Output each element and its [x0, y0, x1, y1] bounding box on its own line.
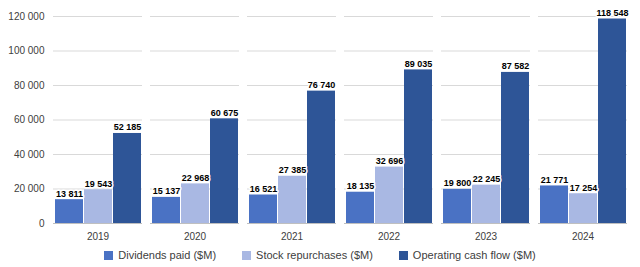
svg-text:2022: 2022 — [378, 231, 401, 242]
svg-text:60 675: 60 675 — [211, 108, 239, 118]
svg-text:87 582: 87 582 — [502, 61, 530, 71]
svg-text:18 135: 18 135 — [347, 181, 375, 191]
svg-text:13 811: 13 811 — [56, 189, 83, 199]
svg-text:17 254: 17 254 — [570, 183, 598, 193]
svg-text:19 800: 19 800 — [444, 178, 472, 188]
svg-text:40 000: 40 000 — [14, 149, 45, 160]
svg-text:21 771: 21 771 — [541, 175, 569, 185]
svg-text:2021: 2021 — [281, 231, 304, 242]
svg-text:76 740: 76 740 — [308, 80, 336, 90]
svg-text:60 000: 60 000 — [14, 114, 45, 125]
svg-text:0: 0 — [39, 218, 45, 229]
svg-text:118 548: 118 548 — [596, 8, 628, 18]
svg-text:22 245: 22 245 — [473, 174, 501, 184]
html-text:Operating cash flow ($M): Operating cash flow ($M) — [412, 249, 536, 261]
svg-text:80 000: 80 000 — [14, 80, 45, 91]
svg-text:15 137: 15 137 — [153, 186, 181, 196]
svg-text:2023: 2023 — [475, 231, 498, 242]
html-text:Stock repurchases ($M): Stock repurchases ($M) — [256, 249, 373, 261]
svg-text:22 968: 22 968 — [182, 173, 210, 183]
svg-text:89 035: 89 035 — [405, 59, 433, 69]
svg-text:32 696: 32 696 — [376, 156, 404, 166]
svg-text:2020: 2020 — [184, 231, 207, 242]
svg-text:16 521: 16 521 — [250, 184, 278, 194]
html-text:Dividends paid ($M): Dividends paid ($M) — [118, 249, 217, 261]
svg-text:19 543: 19 543 — [85, 179, 113, 189]
svg-text:52 185: 52 185 — [114, 122, 142, 132]
svg-text:20 000: 20 000 — [14, 183, 45, 194]
svg-text:100 000: 100 000 — [8, 45, 45, 56]
svg-text:2024: 2024 — [572, 231, 595, 242]
svg-text:2019: 2019 — [87, 231, 110, 242]
svg-text:27 385: 27 385 — [279, 165, 307, 175]
svg-text:120 000: 120 000 — [8, 11, 45, 22]
